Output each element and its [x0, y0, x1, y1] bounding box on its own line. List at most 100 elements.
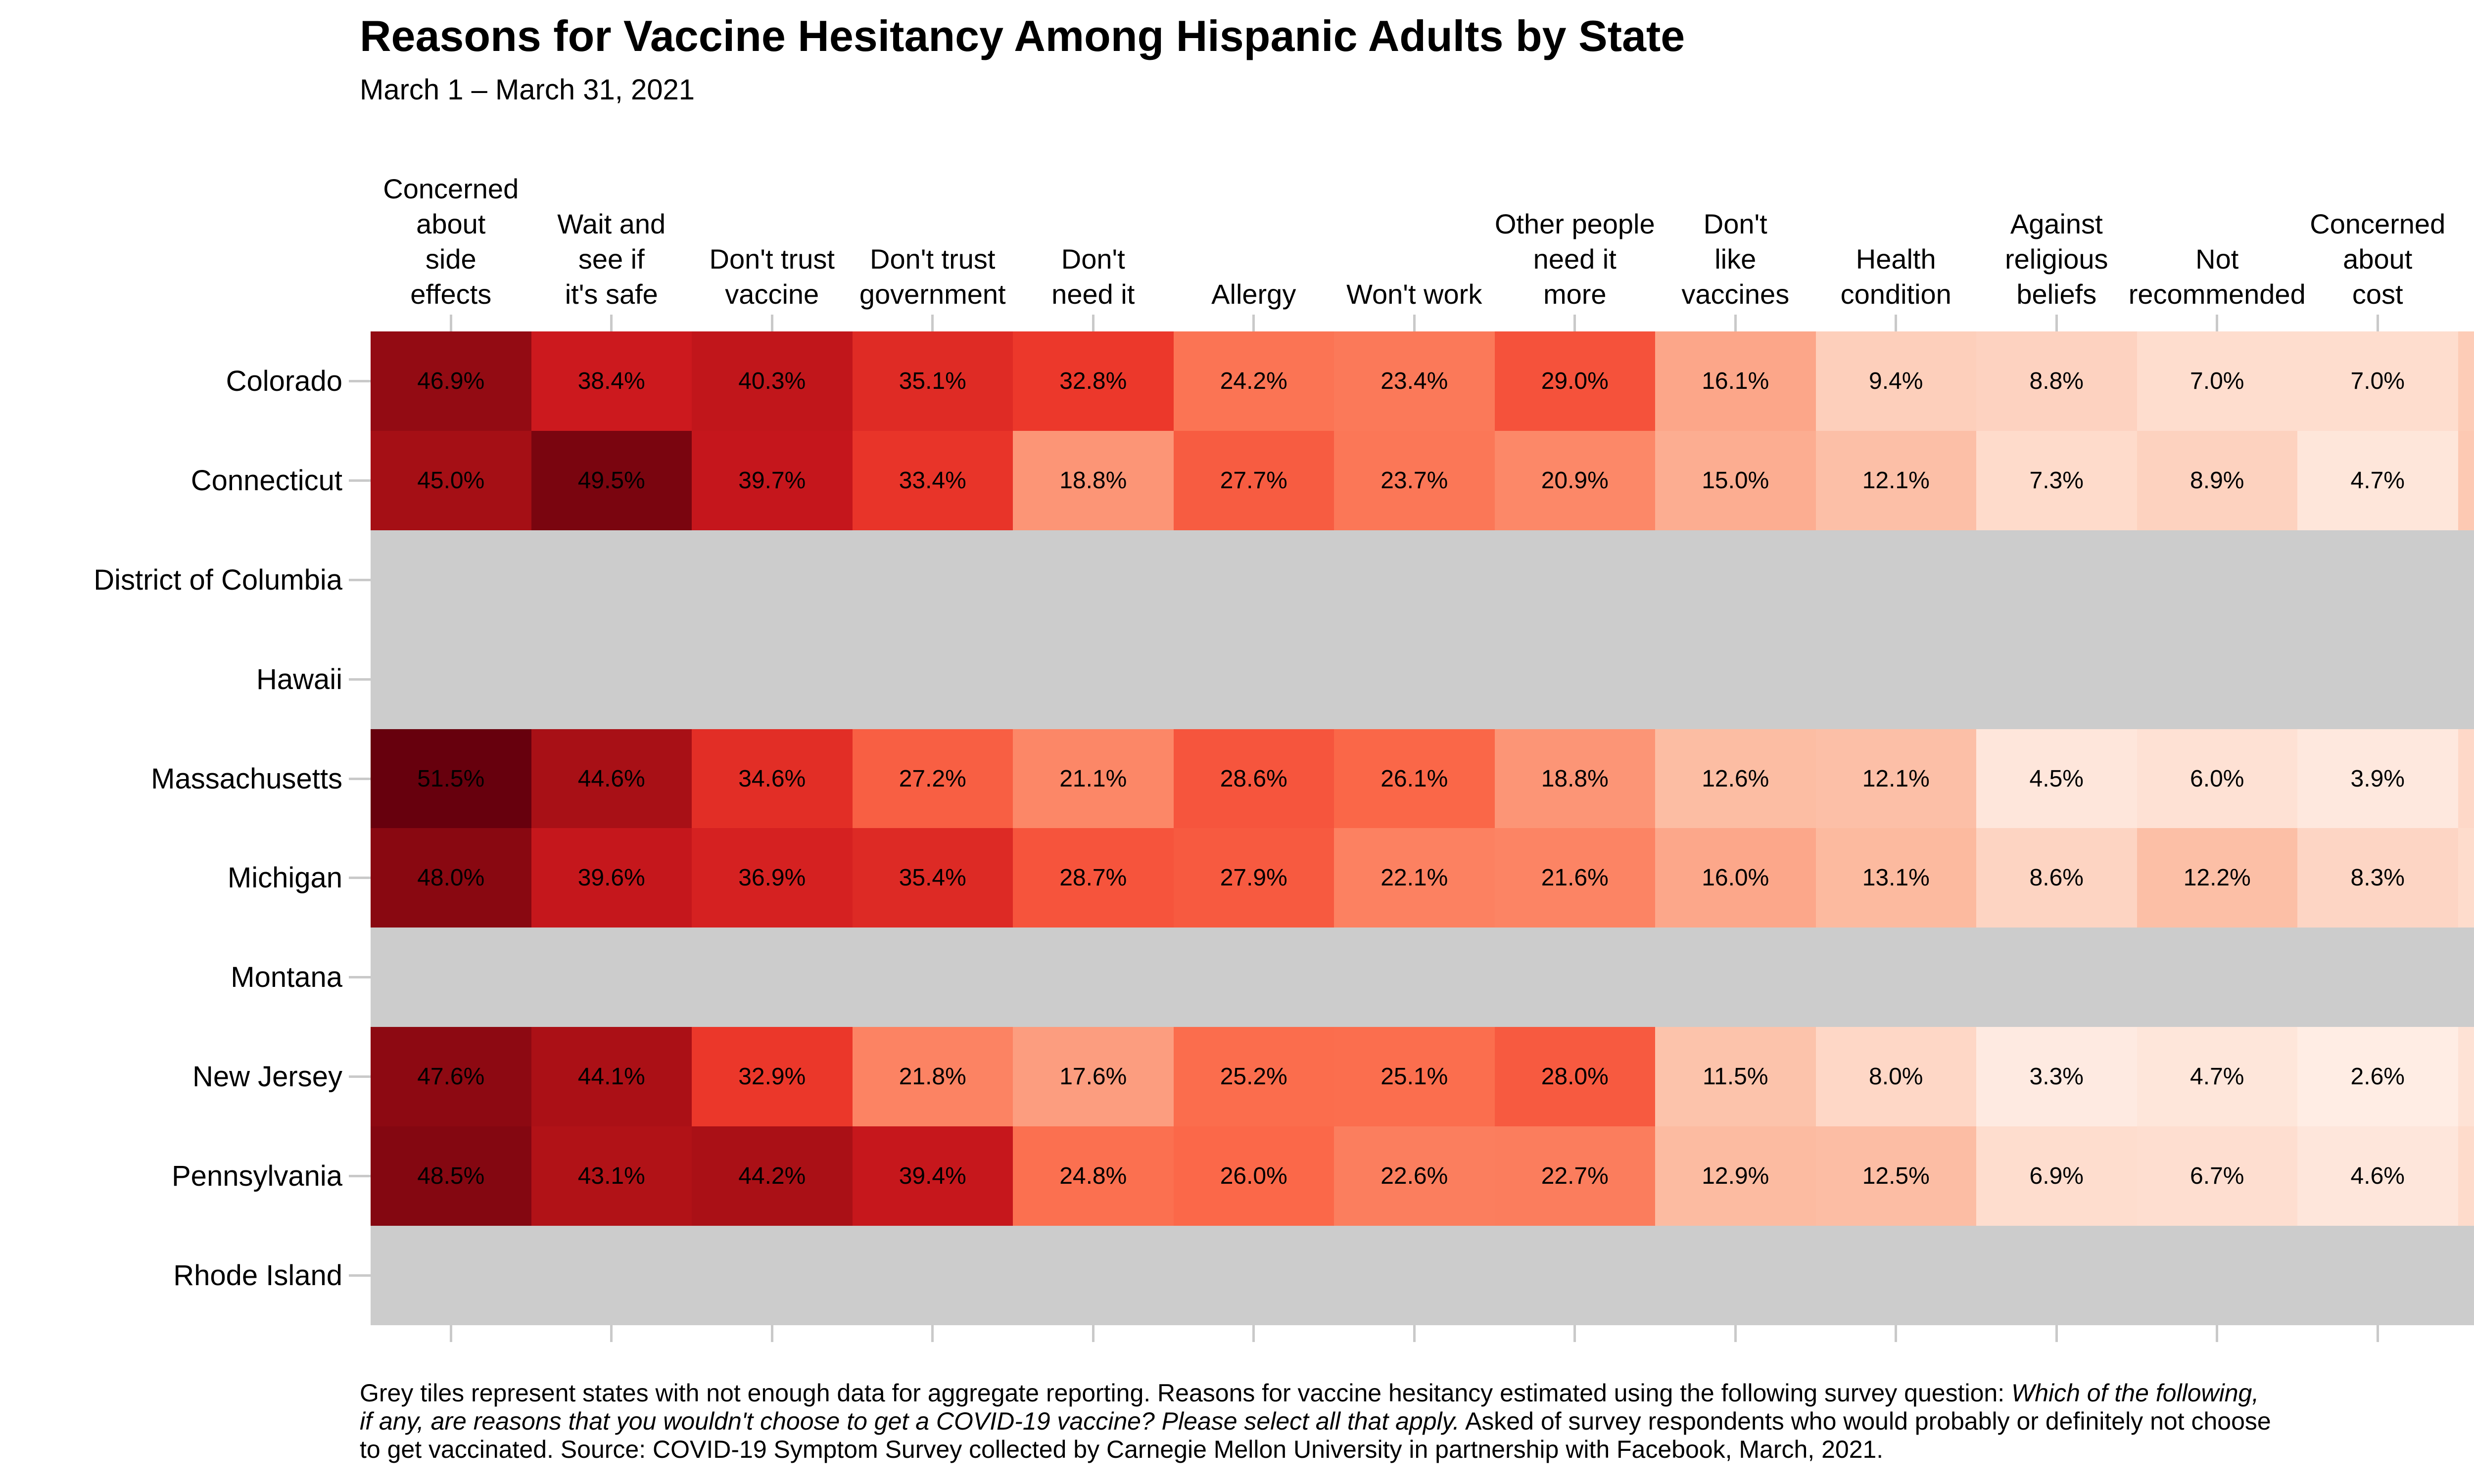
heatmap-cell: 23.4%: [1334, 331, 1495, 431]
column-header: Not recommended: [2128, 243, 2306, 310]
heatmap-cell-no-data: [1655, 1226, 1816, 1325]
row-label: Massachusetts: [151, 762, 342, 795]
heatmap-cell-no-data: [2458, 629, 2474, 729]
axis-tick: [2376, 315, 2379, 331]
column-header: Don't trust vaccine: [709, 243, 835, 310]
heatmap-cell: 44.2%: [692, 1126, 853, 1226]
row-label: Colorado: [226, 365, 342, 397]
heatmap-cell: 28.6%: [1173, 729, 1334, 829]
heatmap-cell: 23.7%: [1334, 430, 1495, 530]
heatmap-cell: 15.0%: [1655, 430, 1816, 530]
heatmap-cell: 12.9%: [1655, 1126, 1816, 1226]
column-header-axis: Concerned about side effects Wait and see…: [371, 143, 2474, 312]
heatmap-row: 48.0% 39.6% 36.9% 35.4% 28.7% 27.9% 22.1% 21.6%…: [371, 828, 2474, 928]
heatmap-cell: 4.6%: [2297, 1126, 2458, 1226]
heatmap-cell-no-data: [1334, 928, 1495, 1027]
heatmap-cell: 21.8%: [852, 1027, 1013, 1127]
heatmap-cell: 5.7%: [2458, 1027, 2474, 1127]
heatmap-row: 46.9% 38.4% 40.3% 35.1% 32.8% 24.2% 23.4% 29.0%…: [371, 331, 2474, 431]
heatmap-cell-no-data: [692, 629, 853, 729]
heatmap-cell: 21.1%: [1013, 729, 1174, 829]
heatmap-cell-no-data: [1976, 928, 2137, 1027]
axis-tick: [1092, 1325, 1094, 1342]
heatmap-cell-no-data: [2137, 1226, 2297, 1325]
footnote-text: to get vaccinated. Source: COVID-19 Symp…: [360, 1436, 1884, 1463]
heatmap-cell-no-data: [852, 530, 1013, 630]
heatmap-cell-no-data: [1494, 1226, 1655, 1325]
heatmap-cell-no-data: [852, 629, 1013, 729]
heatmap-cell: 12.1%: [1815, 729, 1976, 829]
heatmap-cell-no-data: [692, 1226, 853, 1325]
axis-tick: [1252, 315, 1255, 331]
heatmap-cell: 46.9%: [371, 331, 531, 431]
heatmap-cell: 51.5%: [371, 729, 531, 829]
heatmap-cell: 26.0%: [1173, 1126, 1334, 1226]
heatmap-cell-no-data: [1815, 1226, 1976, 1325]
footnote-caption: Grey tiles represent states with not eno…: [360, 1379, 2474, 1464]
heatmap-cell-no-data: [531, 928, 692, 1027]
heatmap-cell: 18.8%: [1494, 729, 1655, 829]
heatmap-cell: 38.4%: [531, 331, 692, 431]
heatmap-cell: 6.9%: [1976, 1126, 2137, 1226]
heatmap-cell-no-data: [1013, 1226, 1174, 1325]
heatmap-cell-no-data: [371, 629, 531, 729]
axis-tick: [770, 315, 773, 331]
heatmap-cell: 12.5%: [1815, 1126, 1976, 1226]
heatmap-cell: 44.1%: [531, 1027, 692, 1127]
heatmap-cell: 7.3%: [2458, 1126, 2474, 1226]
axis-tick: [1895, 315, 1898, 331]
heatmap-cell: 25.2%: [1173, 1027, 1334, 1127]
axis-tick: [1734, 315, 1737, 331]
heatmap-cell-no-data: [1013, 530, 1174, 630]
axis-tick: [1092, 315, 1094, 331]
heatmap-cell: 12.1%: [1815, 430, 1976, 530]
heatmap-row: 51.5% 44.6% 34.6% 27.2% 21.1% 28.6% 26.1% 18.8%…: [371, 729, 2474, 829]
heatmap-row: [371, 1226, 2474, 1325]
axis-tick: [349, 877, 371, 880]
heatmap-cell: 40.3%: [692, 331, 853, 431]
chart-subtitle: March 1 – March 31, 2021: [360, 74, 695, 106]
footnote-line: Grey tiles represent states with not eno…: [360, 1379, 2474, 1407]
column-header: Pregnancy: [2458, 277, 2474, 312]
heatmap-cell-no-data: [2297, 530, 2458, 630]
heatmap-cell: 27.9%: [1173, 828, 1334, 928]
heatmap-cell: 16.0%: [1655, 828, 1816, 928]
heatmap-cell: 32.8%: [1013, 331, 1174, 431]
heatmap-cell: 13.1%: [1815, 828, 1976, 928]
heatmap-cell-no-data: [2297, 928, 2458, 1027]
heatmap-cell-no-data: [371, 1226, 531, 1325]
heatmap-grid: 46.9% 38.4% 40.3% 35.1% 32.8% 24.2% 23.4% 29.0%…: [371, 331, 2474, 1325]
heatmap-cell: 8.0%: [1815, 1027, 1976, 1127]
heatmap-cell-no-data: [2458, 530, 2474, 630]
heatmap-cell: 7.2%: [2458, 828, 2474, 928]
heatmap-cell: 7.0%: [2137, 331, 2297, 431]
row-label: Hawaii: [256, 663, 342, 696]
heatmap-cell-no-data: [1173, 928, 1334, 1027]
heatmap-cell: 8.6%: [1976, 828, 2137, 928]
heatmap-cell: 27.7%: [1173, 430, 1334, 530]
column-header: Wait and see if it's safe: [557, 208, 666, 310]
heatmap-cell: 39.7%: [692, 430, 853, 530]
heatmap-cell-no-data: [1976, 530, 2137, 630]
axis-tick: [610, 1325, 613, 1342]
heatmap-cell-no-data: [2137, 530, 2297, 630]
heatmap-cell: 48.0%: [371, 828, 531, 928]
heatmap-cell: 48.5%: [371, 1126, 531, 1226]
heatmap-cell-no-data: [371, 530, 531, 630]
heatmap-cell: 4.7%: [2297, 430, 2458, 530]
column-header: Health condition: [1840, 243, 1951, 310]
heatmap-cell: 17.6%: [1013, 1027, 1174, 1127]
axis-tick: [349, 1075, 371, 1078]
heatmap-cell-no-data: [1655, 530, 1816, 630]
heatmap-cell-no-data: [1655, 928, 1816, 1027]
row-label: Connecticut: [190, 464, 342, 497]
heatmap-cell: 10.0%: [2458, 331, 2474, 431]
heatmap-cell: 44.6%: [531, 729, 692, 829]
heatmap-cell: 33.4%: [852, 430, 1013, 530]
heatmap-cell: 10.5%: [2458, 430, 2474, 530]
heatmap-cell-no-data: [1334, 530, 1495, 630]
heatmap-cell-no-data: [692, 530, 853, 630]
column-header: Concerned about side effects: [383, 173, 519, 310]
footnote-survey-question-text: if any, are reasons that you wouldn't ch…: [360, 1407, 1460, 1435]
heatmap-cell: 16.1%: [1655, 331, 1816, 431]
